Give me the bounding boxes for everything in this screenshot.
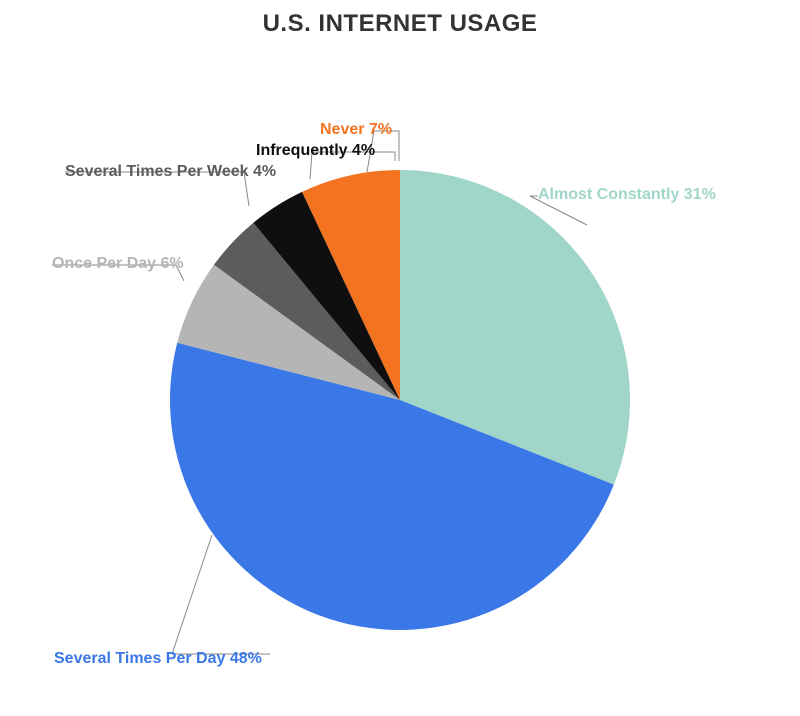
chart-container: U.S. INTERNET USAGE Almost Constantly 31…: [0, 0, 800, 716]
slice-label: Several Times Per Week 4%: [65, 163, 276, 181]
pie-chart-svg: [0, 0, 800, 716]
slice-label: Once Per Day 6%: [52, 255, 184, 273]
slice-label: Almost Constantly 31%: [538, 186, 716, 204]
slice-label: Several Times Per Day 48%: [54, 650, 262, 668]
chart-title: U.S. INTERNET USAGE: [0, 10, 800, 38]
slice-label: Never 7%: [320, 121, 392, 139]
slice-label: Infrequently 4%: [256, 142, 375, 160]
